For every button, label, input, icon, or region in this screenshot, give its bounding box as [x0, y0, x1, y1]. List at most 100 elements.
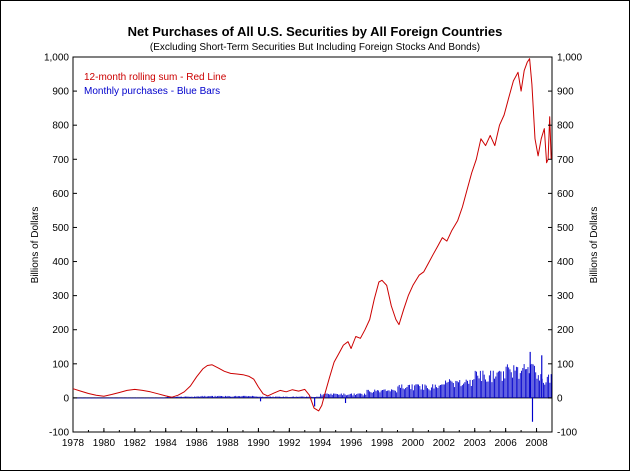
monthly-bar	[366, 389, 368, 398]
monthly-bar	[89, 397, 91, 399]
monthly-bar	[230, 396, 231, 398]
monthly-bar	[326, 393, 328, 398]
monthly-bar	[134, 397, 136, 399]
monthly-bar	[398, 384, 400, 398]
monthly-bar	[503, 371, 504, 398]
monthly-bar	[407, 385, 409, 398]
monthly-bar	[151, 397, 153, 399]
monthly-bar	[318, 396, 320, 398]
monthly-bar	[515, 366, 517, 398]
monthly-bar	[266, 396, 268, 398]
monthly-bar	[452, 382, 454, 398]
y-tick-right-label: 0	[557, 393, 563, 404]
monthly-bar	[118, 397, 119, 399]
monthly-bar	[97, 397, 99, 399]
monthly-bar	[427, 388, 429, 398]
monthly-bar	[419, 386, 421, 398]
monthly-bar	[138, 397, 140, 399]
monthly-bar	[537, 375, 539, 398]
monthly-bar	[430, 387, 432, 398]
monthly-bar	[127, 397, 128, 399]
x-tick-label: 1996	[340, 438, 363, 449]
monthly-bar	[443, 384, 445, 398]
monthly-bar	[136, 397, 137, 399]
monthly-bar	[159, 397, 161, 399]
monthly-bar	[185, 396, 186, 398]
y-tick-left-label: 1,000	[44, 53, 69, 64]
monthly-bar	[448, 379, 450, 398]
monthly-bar	[115, 397, 117, 399]
monthly-bar	[367, 389, 369, 398]
monthly-bar	[157, 397, 159, 399]
monthly-bar	[277, 396, 279, 398]
monthly-bar	[166, 396, 168, 398]
monthly-bar	[361, 393, 363, 398]
monthly-bar	[232, 396, 234, 398]
monthly-bar	[521, 370, 522, 398]
y-tick-left-label: 500	[52, 223, 69, 234]
monthly-bar	[550, 374, 552, 398]
monthly-bar	[429, 390, 431, 398]
monthly-bar	[469, 379, 471, 398]
y-tick-left-label: 700	[52, 155, 69, 166]
monthly-bar	[226, 396, 228, 398]
monthly-bar	[152, 397, 154, 399]
monthly-bar	[482, 370, 484, 398]
monthly-bar	[288, 397, 289, 398]
monthly-bar	[509, 369, 511, 398]
monthly-bar	[424, 384, 426, 398]
x-tick-label: 2002	[433, 438, 456, 449]
monthly-bar	[492, 370, 494, 398]
monthly-bar	[370, 392, 372, 398]
monthly-bar	[251, 395, 253, 398]
monthly-bar	[275, 396, 277, 398]
monthly-bar	[414, 385, 416, 398]
monthly-bar	[98, 397, 100, 399]
monthly-bar	[388, 390, 390, 398]
monthly-bar	[508, 367, 510, 398]
monthly-bar	[187, 396, 189, 398]
monthly-bar	[291, 396, 293, 398]
monthly-bar	[279, 396, 280, 398]
y-tick-right-label: -100	[557, 428, 577, 439]
monthly-bar	[505, 366, 507, 398]
monthly-bar	[85, 397, 87, 399]
monthly-bar	[165, 397, 167, 398]
monthly-bar	[307, 396, 309, 398]
monthly-bar	[88, 397, 90, 399]
monthly-bar	[255, 396, 257, 398]
monthly-bar	[478, 378, 480, 398]
monthly-bar	[474, 370, 476, 398]
monthly-bar	[253, 396, 255, 398]
legend-rolling-sum: 12-month rolling sum - Red Line	[84, 72, 227, 83]
monthly-bar	[331, 394, 333, 398]
monthly-bar	[500, 371, 502, 398]
monthly-bar	[139, 397, 141, 399]
monthly-bar-spike	[344, 397, 347, 404]
monthly-bar	[109, 397, 110, 399]
monthly-bar	[227, 395, 229, 398]
monthly-bar	[501, 380, 503, 398]
monthly-bar	[123, 397, 125, 399]
monthly-bar	[460, 386, 462, 398]
monthly-bar	[87, 397, 89, 399]
monthly-bar	[351, 393, 353, 398]
monthly-bar	[325, 393, 327, 398]
monthly-bar	[391, 389, 392, 398]
monthly-bar	[451, 381, 453, 398]
monthly-bar	[463, 383, 465, 398]
monthly-bar	[409, 384, 410, 398]
monthly-bar	[205, 396, 207, 398]
monthly-bar	[106, 397, 108, 399]
monthly-bar	[240, 396, 242, 398]
monthly-bar	[479, 370, 481, 398]
monthly-bar	[312, 396, 314, 398]
monthly-bar	[393, 390, 395, 398]
x-tick-label: 1982	[124, 438, 147, 449]
monthly-bar	[188, 396, 190, 398]
monthly-bar	[342, 395, 344, 398]
monthly-bar	[306, 396, 307, 398]
monthly-bar	[267, 396, 269, 398]
monthly-bar	[293, 396, 295, 398]
y-tick-right-label: 900	[557, 87, 574, 98]
